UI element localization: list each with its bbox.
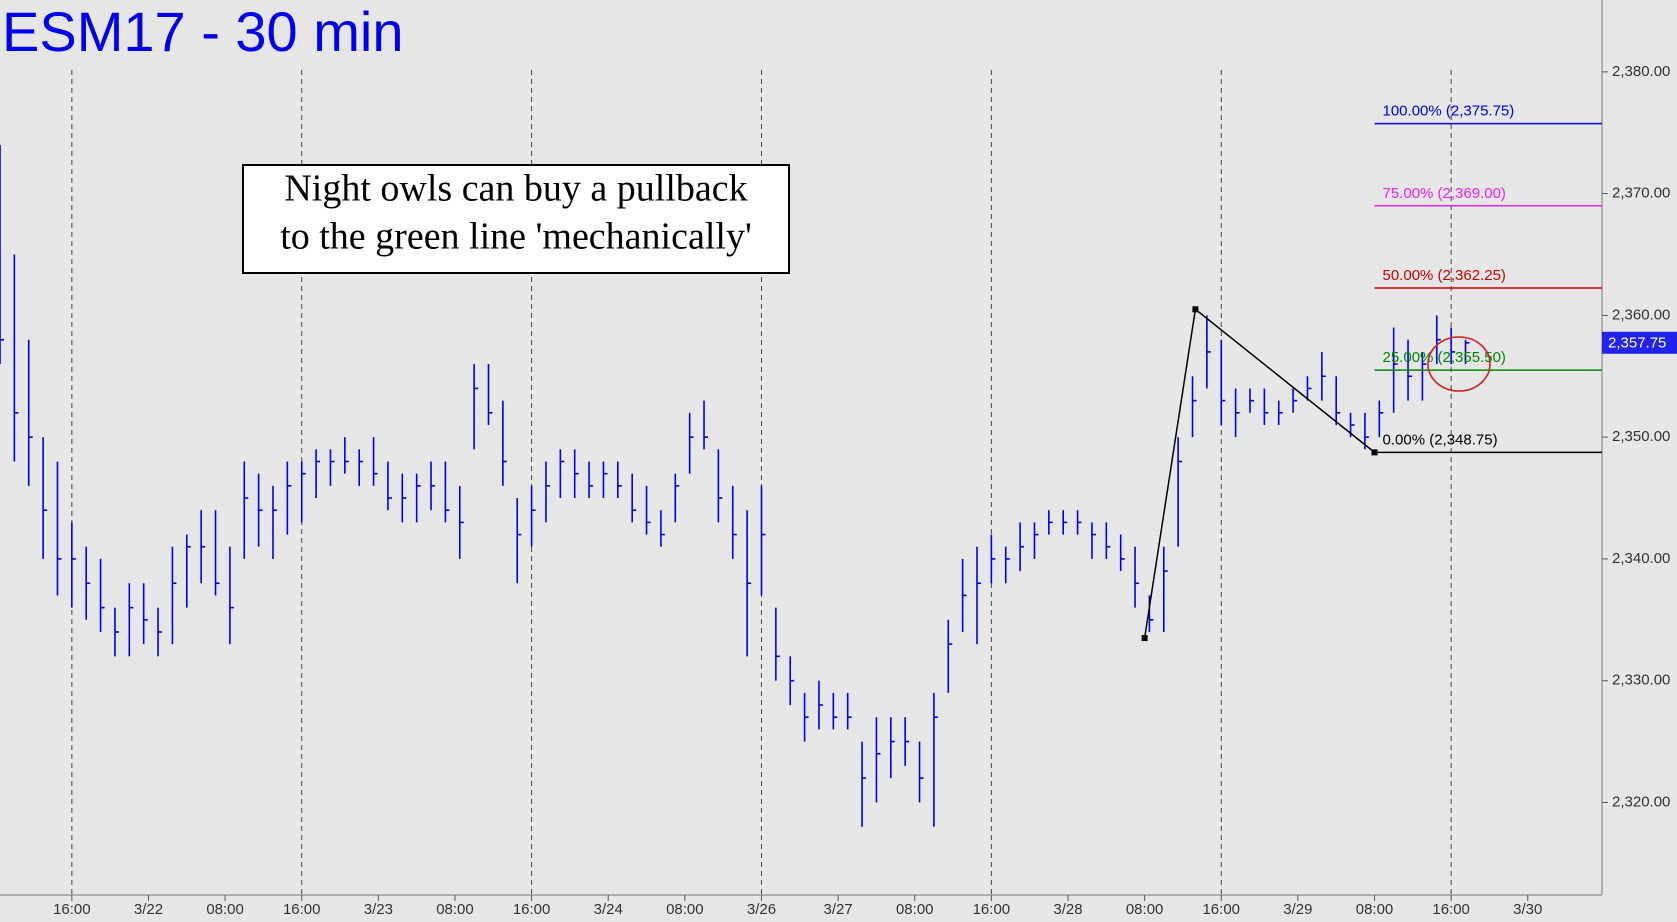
x-tick-label: 3/28 (1053, 901, 1082, 918)
x-tick-label: 3/29 (1283, 901, 1312, 918)
plot (0, 144, 1470, 827)
x-tick-label: 3/26 (747, 901, 776, 918)
y-tick-label: 2,330.00 (1612, 672, 1670, 689)
swing-point (1371, 449, 1378, 456)
x-tick-label: 16:00 (513, 901, 551, 918)
x-tick-label: 3/27 (824, 901, 853, 918)
highlight-circle (1427, 336, 1491, 392)
x-tick-label: 08:00 (1356, 901, 1394, 918)
y-tick-label: 2,320.00 (1612, 793, 1670, 810)
swing-point (1192, 306, 1199, 313)
level-label: 100.00% (2,375.75) (1383, 103, 1515, 120)
level-label: 0.00% (2,348.75) (1383, 431, 1498, 448)
x-tick-label: 3/22 (134, 901, 163, 918)
chart-title: ESM17 - 30 min (2, 0, 404, 63)
annotation-line: Night owls can buy a pullback (284, 168, 747, 210)
y-tick-label: 2,340.00 (1612, 550, 1670, 567)
swing-point (1141, 635, 1148, 642)
annotation-line: to the green line 'mechanically' (280, 216, 752, 258)
x-tick-label: 16:00 (973, 901, 1011, 918)
x-tick-label: 16:00 (283, 901, 321, 918)
last-price-label: 2,357.75 (1608, 335, 1666, 352)
x-tick-label: 08:00 (1126, 901, 1164, 918)
level-label: 50.00% (2,362.25) (1383, 267, 1506, 284)
x-tick-label: 3/24 (594, 901, 623, 918)
x-tick-label: 16:00 (53, 901, 91, 918)
x-tick-label: 16:00 (1202, 901, 1240, 918)
y-tick-label: 2,380.00 (1612, 63, 1670, 80)
last-price-box (1602, 331, 1677, 354)
x-tick-label: 08:00 (206, 901, 244, 918)
x-tick-label: 08:00 (666, 901, 704, 918)
y-tick-label: 2,350.00 (1612, 428, 1670, 445)
x-tick-label: 08:00 (896, 901, 934, 918)
annotation-box (242, 164, 790, 274)
x-tick-label: 3/30 (1513, 901, 1542, 918)
level-label: 75.00% (2,369.00) (1383, 185, 1506, 202)
y-tick-label: 2,360.00 (1612, 306, 1670, 323)
level-label: 25.00% (2,355.50) (1383, 349, 1506, 366)
x-tick-label: 08:00 (436, 901, 474, 918)
x-tick-label: 3/23 (364, 901, 393, 918)
x-tick-label: 16:00 (1432, 901, 1470, 918)
y-tick-label: 2,370.00 (1612, 185, 1670, 202)
